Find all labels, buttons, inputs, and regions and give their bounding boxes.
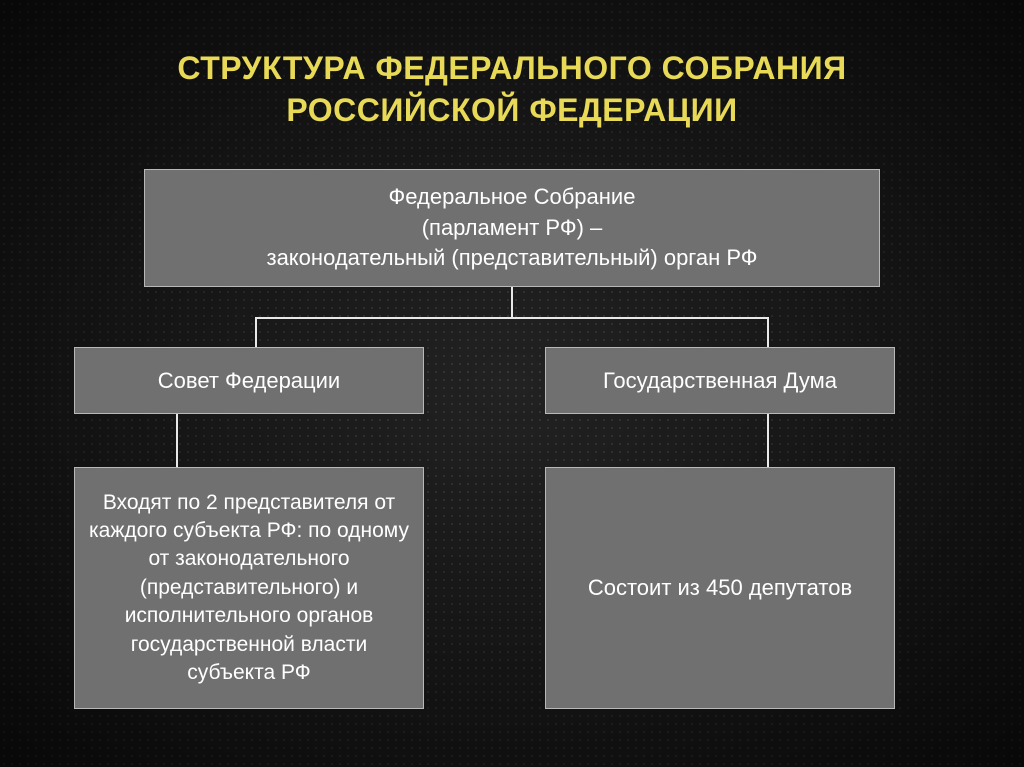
connector-root-stem — [511, 287, 513, 317]
node-left-bot: Входят по 2 представителя от каждого суб… — [74, 467, 424, 709]
node-left-bot-text: Входят по 2 представителя от каждого суб… — [89, 489, 409, 687]
connector-to-right-mid — [767, 317, 769, 347]
connector-to-left-mid — [255, 317, 257, 347]
node-right-bot: Состоит из 450 депутатов — [545, 467, 895, 709]
title-line-2: РОССИЙСКОЙ ФЕДЕРАЦИИ — [286, 92, 737, 128]
connector-right-mid-to-bot — [767, 414, 769, 467]
title-line-1: СТРУКТУРА ФЕДЕРАЛЬНОГО СОБРАНИЯ — [177, 50, 846, 86]
node-right-mid: Государственная Дума — [545, 347, 895, 414]
diagram-title: СТРУКТУРА ФЕДЕРАЛЬНОГО СОБРАНИЯ РОССИЙСК… — [0, 48, 1024, 131]
connector-left-mid-to-bot — [176, 414, 178, 467]
node-root: Федеральное Собрание(парламент РФ) –зако… — [144, 169, 880, 287]
node-right-mid-text: Государственная Дума — [603, 368, 837, 394]
node-right-bot-text: Состоит из 450 депутатов — [588, 575, 852, 601]
connector-horizontal-bar — [255, 317, 769, 319]
node-left-mid: Совет Федерации — [74, 347, 424, 414]
node-root-text: Федеральное Собрание(парламент РФ) –зако… — [266, 182, 757, 274]
node-left-mid-text: Совет Федерации — [158, 368, 340, 394]
